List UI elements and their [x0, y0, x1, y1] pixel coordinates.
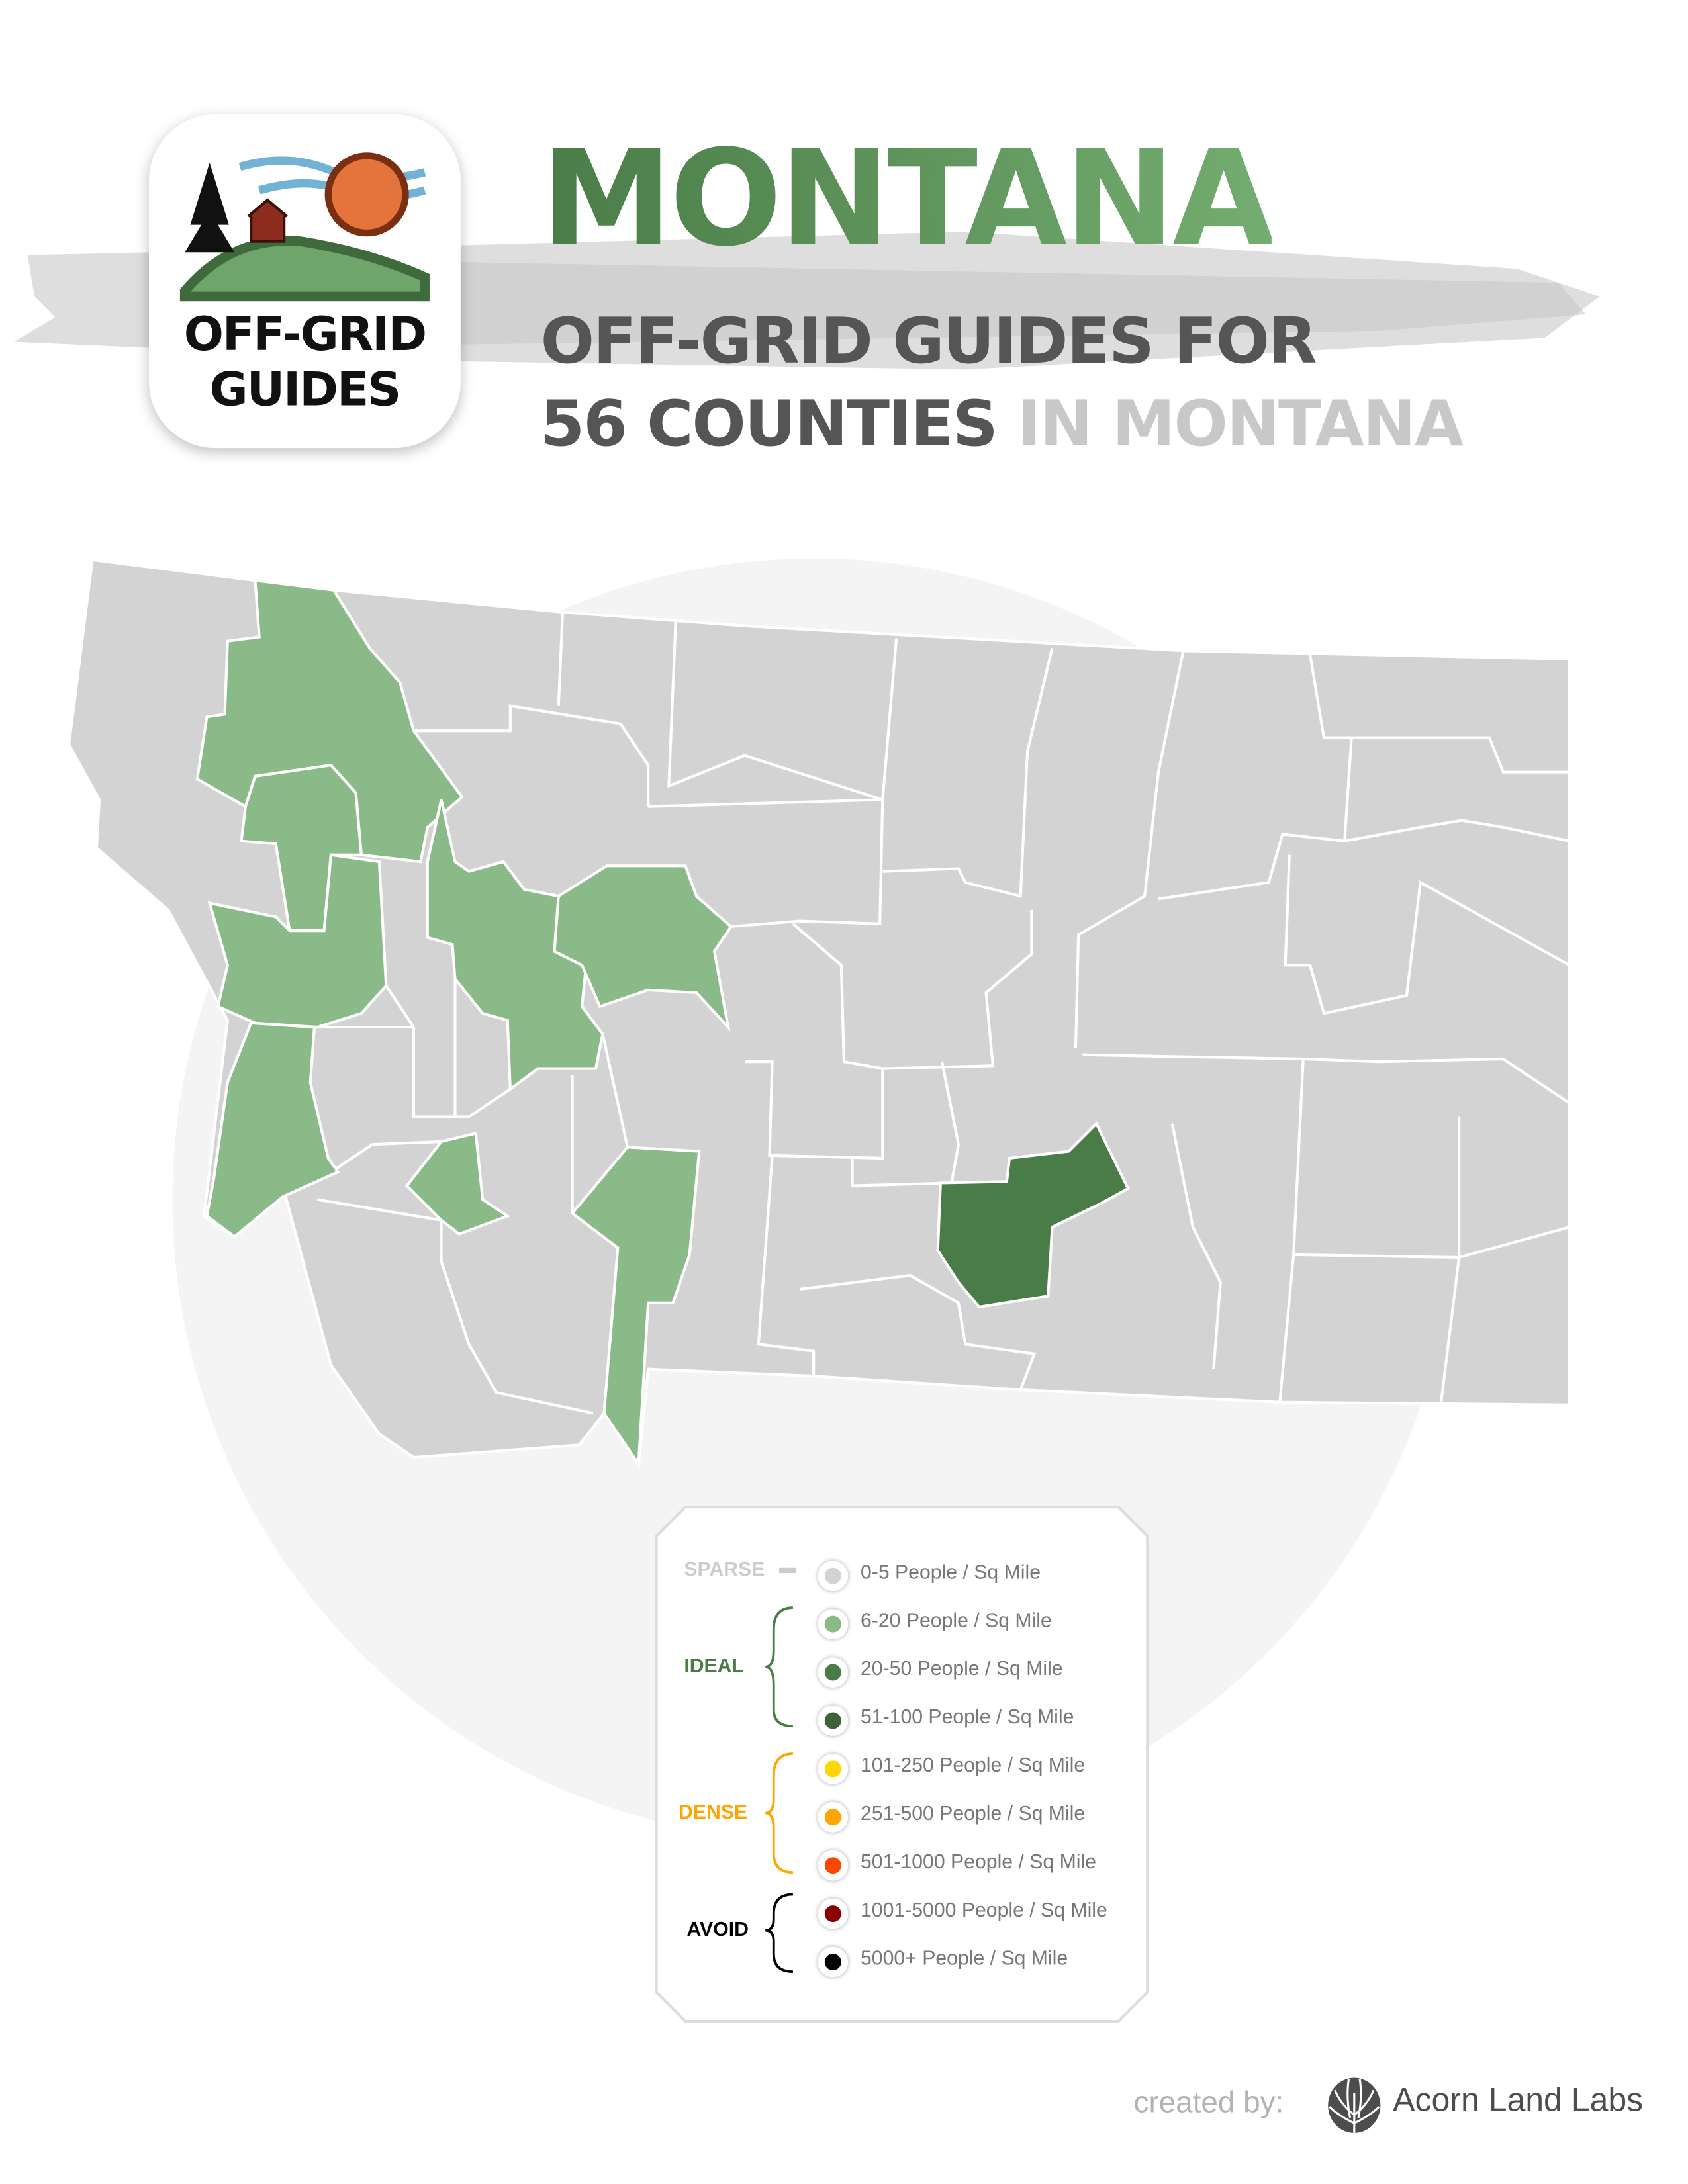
legend-swatch-dot [818, 1850, 849, 1881]
subtitle-county-count: 56 COUNTIES [540, 386, 998, 461]
created-by-label: created by: [1133, 2084, 1284, 2120]
legend-item: 6-20 People / Sq Mile [655, 1609, 1149, 1642]
legend-item-label: 20-50 People / Sq Mile [860, 1659, 1063, 1681]
legend-item-label: 51-100 People / Sq Mile [860, 1707, 1074, 1729]
brand-name: Acorn Land Labs [1393, 2081, 1644, 2120]
page-title: MONTANA [540, 121, 1275, 276]
legend-item: 5000+ People / Sq Mile [655, 1946, 1149, 1980]
off-grid-guides-logo: OFF-GRID GUIDES [148, 114, 461, 449]
legend-item: 0-5 People / Sq Mile [655, 1561, 1149, 1594]
legend-item: 501-1000 People / Sq Mile [655, 1850, 1149, 1884]
legend-item: 20-50 People / Sq Mile [655, 1657, 1149, 1690]
legend-item: 1001-5000 People / Sq Mile [655, 1898, 1149, 1932]
subtitle-line2: 56 COUNTIES IN MONTANA [540, 386, 1464, 461]
cabin-landscape-icon [179, 152, 430, 302]
legend-frame [655, 1505, 1149, 2023]
legend-swatch-dot [818, 1946, 849, 1978]
ideal-county-20-50 [936, 1121, 1130, 1309]
legend-item-label: 5000+ People / Sq Mile [860, 1948, 1068, 1971]
legend-group-dense: DENSE [678, 1801, 748, 1825]
legend-item-label: 0-5 People / Sq Mile [860, 1562, 1041, 1584]
logo-line1: OFF-GRID [183, 307, 427, 363]
acorn-land-labs-logo-icon [1328, 2077, 1381, 2133]
legend-group-ideal: IDEAL [684, 1656, 744, 1678]
legend-swatch-dot [818, 1657, 849, 1688]
legend-swatch-dot [818, 1561, 849, 1592]
legend-item: 251-500 People / Sq Mile [655, 1801, 1149, 1835]
legend-item-label: 101-250 People / Sq Mile [860, 1755, 1086, 1778]
ideal-counties-6-20 [195, 578, 733, 1469]
legend-item-label: 251-500 People / Sq Mile [860, 1803, 1086, 1826]
legend-item: 101-250 People / Sq Mile [655, 1753, 1149, 1787]
subtitle-state: IN MONTANA [1017, 386, 1464, 461]
legend: SPARSE IDEAL DENSE AVOID 0-5 People / Sq… [655, 1506, 1149, 2023]
legend-swatch-dot [818, 1898, 849, 1929]
legend-swatch-dot [818, 1706, 849, 1736]
logo-line2: GUIDES [209, 362, 402, 418]
legend-item-label: 1001-5000 People / Sq Mile [860, 1899, 1107, 1923]
legend-swatch-dot [818, 1753, 849, 1784]
legend-item-label: 6-20 People / Sq Mile [860, 1610, 1052, 1633]
subtitle-line1: OFF-GRID GUIDES FOR [540, 303, 1317, 378]
legend-group-avoid: AVOID [686, 1919, 749, 1942]
legend-swatch-dot [818, 1609, 849, 1640]
legend-group-sparse: SPARSE [684, 1559, 765, 1582]
legend-item-label: 501-1000 People / Sq Mile [860, 1851, 1097, 1874]
legend-swatch-dot [818, 1801, 849, 1833]
legend-item: 51-100 People / Sq Mile [655, 1706, 1149, 1739]
county-borders [314, 612, 1570, 1415]
